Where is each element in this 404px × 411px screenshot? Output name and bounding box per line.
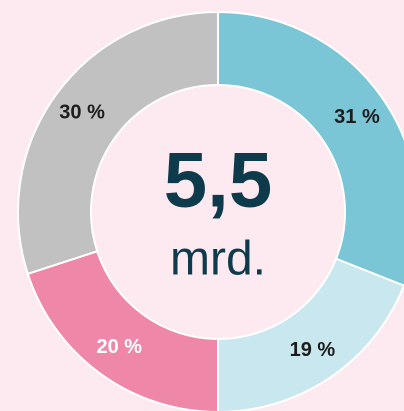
donut-segment (26, 249, 219, 411)
value-label: 30 % (59, 102, 105, 124)
value-label: 31 % (334, 106, 380, 128)
donut-segment (217, 10, 404, 287)
donut-segment (217, 257, 404, 411)
value-label: 19 % (290, 339, 336, 361)
value-label: 20 % (96, 336, 142, 358)
center-value: 5,5 (164, 136, 272, 224)
center-unit: mrd. (170, 233, 266, 286)
donut-segment (17, 10, 219, 276)
